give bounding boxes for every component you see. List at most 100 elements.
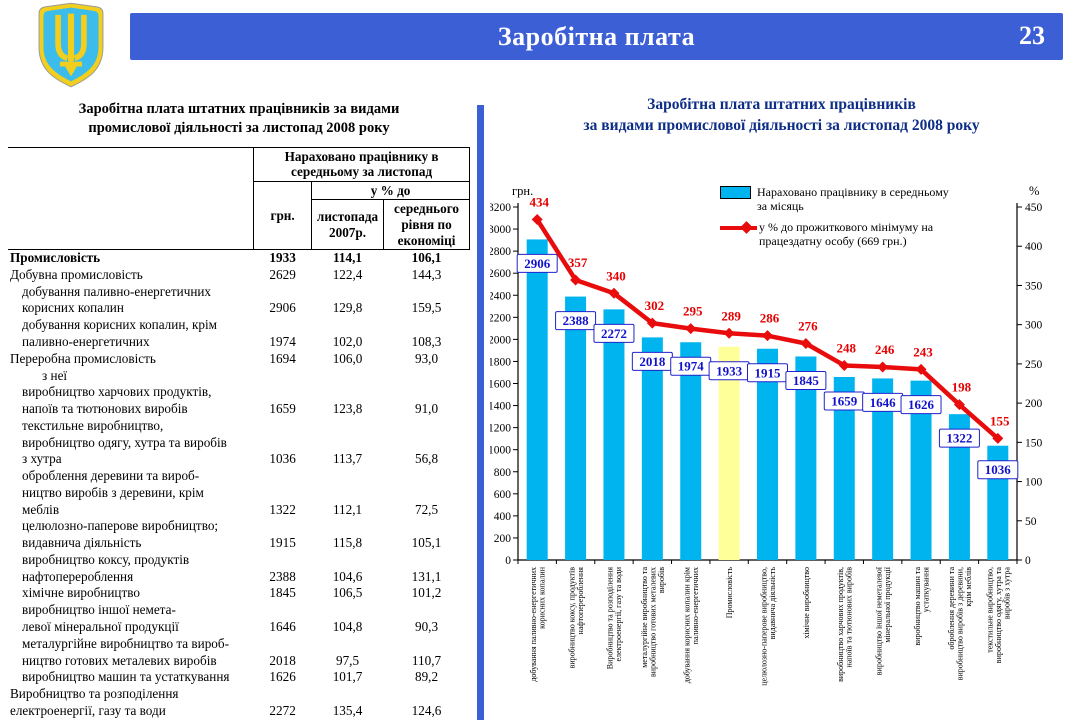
row-label: виробництво іншої немета- левої мінераль…: [22, 602, 179, 634]
row-value-pct2007: 104,6: [332, 568, 363, 584]
bar-value-box: [785, 370, 827, 390]
category-label: оброблення деревини тавиробництво виробі…: [947, 567, 973, 681]
right-axis-tick-label: 150: [1025, 437, 1043, 449]
chart-legend: Нараховано працівнику в середньому за мі…: [720, 185, 1020, 256]
row-value-pct2007: 114,1: [333, 250, 362, 266]
col-header-avg: середнього рівня по економіці: [383, 199, 470, 251]
left-axis-unit: грн.: [512, 184, 533, 198]
table-body: Промисловість 1933 114,1 106,1 Добувна проми…: [8, 250, 470, 720]
table-row: хімічне виробництво 1845 106,5 101,2: [8, 585, 470, 602]
left-axis-tick-label: 2200: [490, 312, 511, 324]
row-value-pctavg: 101,2: [411, 585, 442, 601]
row-value-pctavg: 90,3: [414, 619, 439, 634]
bar-value-label: 2018: [639, 354, 666, 369]
line-value-label: 295: [683, 304, 703, 319]
row-value-pct2007: 113,7: [332, 451, 363, 467]
table-row: виробництво іншої немета- левої мінераль…: [8, 602, 470, 636]
row-value-grn: 1322: [269, 501, 296, 517]
row-label: Переробна промисловість: [10, 350, 156, 366]
row-value-pct2007: 135,4: [332, 702, 363, 718]
table-row: целюлозно-паперове виробництво; видавнич…: [8, 518, 470, 552]
left-axis-tick-label: 1800: [490, 356, 511, 368]
col-header-pct-group: у % до: [311, 180, 470, 201]
row-label: виробництво коксу, продуктів нафтопереро…: [22, 551, 190, 584]
right-axis-tick-label: 50: [1025, 516, 1037, 528]
row-label: металургійне виробництво та вироб- ництв…: [22, 635, 229, 668]
line-marker: [992, 432, 1004, 444]
chart-title: Заробітна плата штатних працівників за в…: [583, 96, 980, 134]
category-label: Виробництво та розподіленняелектроенергі…: [606, 566, 624, 669]
row-label: Промисловість: [10, 250, 101, 266]
table-title: Заробітна плата штатних працівників за в…: [78, 101, 400, 136]
row-value-pctavg: 124,6: [411, 702, 442, 718]
right-axis-tick-label: 0: [1025, 555, 1031, 567]
line-marker: [570, 274, 582, 286]
row-value-pctavg: 110,7: [411, 652, 442, 668]
table-row: Переробна промисловість 1694 106,0 93,0: [8, 351, 470, 368]
table-header: Нараховано працівнику в середньому за ли…: [8, 146, 470, 251]
row-value-pct2007: 106,5: [332, 585, 363, 601]
col-header-nov2007: листопада 2007р.: [311, 199, 385, 251]
table-row: Добувна промисловість 2629 122,4 144,3: [8, 267, 470, 284]
row-value-grn: 1694: [269, 350, 296, 366]
header-bar: Заробітна плата 23: [130, 13, 1063, 60]
bar-value-label: 1659: [831, 393, 858, 408]
left-axis-tick-label: 3200: [490, 202, 511, 214]
row-value-pctavg: 108,3: [411, 333, 442, 349]
table-row: текстильне виробництво, виробництво одяг…: [8, 418, 470, 468]
row-value-grn: 1845: [269, 585, 296, 601]
left-axis-tick-label: 2800: [490, 246, 511, 258]
table-row: оброблення деревини та вироб- ництво вир…: [8, 468, 470, 518]
row-value-pct2007: 102,0: [332, 333, 363, 349]
bar: [872, 378, 894, 560]
right-axis-tick-label: 200: [1025, 398, 1043, 410]
line-marker: [531, 214, 543, 226]
bar-value-label: 1646: [870, 395, 897, 410]
bar: [526, 239, 548, 560]
page-title: Заробітна плата: [497, 21, 696, 51]
category-label: металургійне виробництво тавиробництво г…: [640, 567, 666, 677]
left-axis-tick-label: 600: [494, 489, 512, 501]
row-value-grn: 1659: [269, 401, 296, 417]
table-row: добування корисних копалин, крім паливно…: [8, 317, 470, 351]
table-row: виробництво харчових продуктів, напоїв т…: [8, 384, 470, 418]
row-label: виробництво машин та устаткування: [22, 669, 230, 685]
line-value-label: 243: [913, 344, 933, 359]
bar-value-box: [555, 311, 597, 331]
table-row: з неї: [8, 368, 470, 385]
row-value-grn: 2388: [269, 568, 296, 584]
row-value-pct2007: [312, 368, 384, 385]
right-axis-tick-label: 450: [1025, 202, 1043, 214]
table-panel: Заробітна плата штатних працівників за в…: [8, 100, 470, 720]
row-value-pctavg: 159,5: [411, 300, 442, 316]
bar-value-label: 1915: [755, 365, 782, 380]
row-value-pct2007: 115,8: [332, 535, 363, 551]
line-marker: [877, 361, 889, 373]
line-marker: [953, 399, 965, 411]
row-value-pctavg: 131,1: [411, 568, 442, 584]
line-value-label: 198: [952, 380, 972, 395]
row-value-pct2007: 101,7: [332, 669, 363, 685]
bar-value-box: [593, 323, 635, 343]
line-value-label: 434: [529, 195, 549, 210]
bar: [603, 309, 625, 560]
bar-value-label: 1845: [793, 373, 820, 388]
page-number: 23: [1019, 21, 1045, 50]
category-label: целюлозно-паперове виробництво,видавнича…: [759, 567, 777, 686]
line-value-label: 246: [875, 342, 895, 357]
row-value-grn: 1036: [269, 451, 296, 467]
bar-value-label: 1626: [908, 397, 935, 412]
bar: [718, 346, 740, 560]
line-swatch-icon: [720, 220, 757, 235]
wage-chart: 0200400600800100012001400160018002000220…: [490, 184, 1043, 686]
line-marker: [915, 363, 927, 375]
bar: [565, 296, 587, 560]
left-axis-tick-label: 1200: [490, 423, 511, 435]
category-label: добування паливно-енергетичнихкорисних к…: [529, 566, 547, 681]
category-label: виробництво машин таустаткування: [913, 567, 931, 646]
line-value-label: 302: [645, 298, 665, 313]
row-value-pctavg: 91,0: [414, 401, 439, 417]
row-label: Добувна промисловість: [10, 266, 143, 282]
row-label: добування корисних копалин, крім паливно…: [22, 317, 217, 349]
left-axis-tick-label: 1600: [490, 379, 511, 391]
